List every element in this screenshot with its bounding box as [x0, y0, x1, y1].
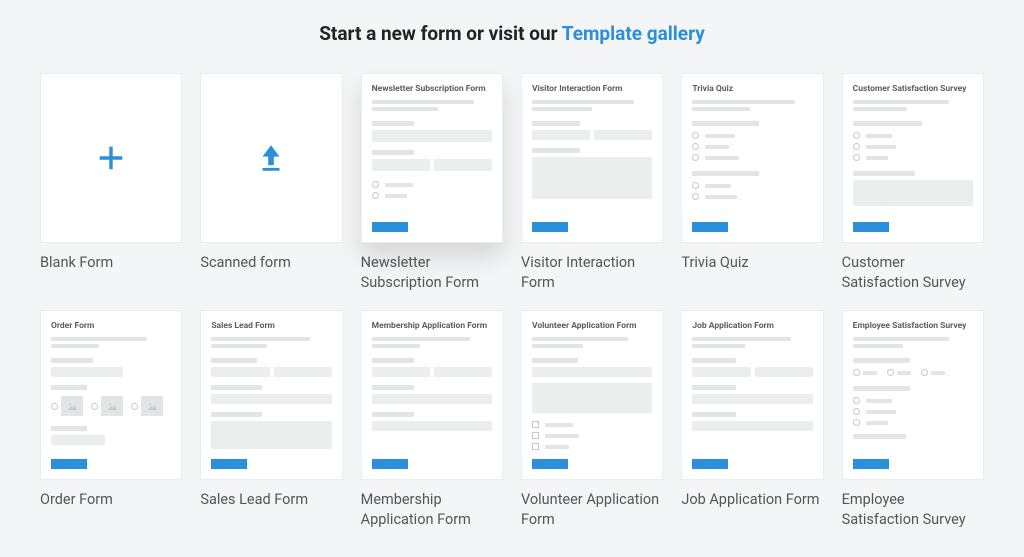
template-card-scanned[interactable]: [200, 73, 342, 243]
header-prefix: Start a new form or visit our: [319, 22, 562, 45]
template-caption: Scanned form: [200, 253, 342, 273]
template-card-esat[interactable]: Employee Satisfaction Survey: [842, 310, 984, 480]
preview-submit: [51, 459, 87, 469]
template-card-jobapp[interactable]: Job Application Form: [681, 310, 823, 480]
upload-icon: [254, 141, 288, 175]
preview-submit: [372, 459, 408, 469]
template-card-membership[interactable]: Membership Application Form: [361, 310, 503, 480]
preview-submit: [692, 222, 728, 232]
preview-title: Job Application Form: [692, 321, 812, 331]
template-caption: Employee Satisfaction Survey: [842, 490, 984, 529]
plus-icon: [94, 141, 128, 175]
page-title: Start a new form or visit our Template g…: [40, 22, 984, 45]
template-grid: Blank Form Scanned form Newsletter Subsc…: [40, 73, 984, 529]
preview-title: Newsletter Subscription Form: [372, 84, 492, 94]
preview-title: Sales Lead Form: [211, 321, 331, 331]
preview-submit: [853, 222, 889, 232]
preview-title: Membership Application Form: [372, 321, 492, 331]
template-caption: Newsletter Subscription Form: [361, 253, 503, 292]
preview-submit: [853, 459, 889, 469]
preview-submit: [532, 459, 568, 469]
preview-submit: [532, 222, 568, 232]
template-card-blank[interactable]: [40, 73, 182, 243]
preview-submit: [372, 222, 408, 232]
preview-submit: [211, 459, 247, 469]
template-caption: Order Form: [40, 490, 182, 510]
preview-title: Trivia Quiz: [692, 84, 812, 94]
template-caption: Blank Form: [40, 253, 182, 273]
template-caption: Membership Application Form: [361, 490, 503, 529]
preview-title: Visitor Interaction Form: [532, 84, 652, 94]
template-gallery-link[interactable]: Template gallery: [562, 22, 705, 45]
template-caption: Sales Lead Form: [200, 490, 342, 510]
template-card-saleslead[interactable]: Sales Lead Form: [200, 310, 342, 480]
template-caption: Visitor Interaction Form: [521, 253, 663, 292]
template-caption: Trivia Quiz: [681, 253, 823, 273]
template-card-volunteer[interactable]: Volunteer Application Form: [521, 310, 663, 480]
template-card-csat[interactable]: Customer Satisfaction Survey: [842, 73, 984, 243]
template-card-order[interactable]: Order Form: [40, 310, 182, 480]
template-caption: Job Application Form: [681, 490, 823, 510]
template-card-visitor[interactable]: Visitor Interaction Form: [521, 73, 663, 243]
preview-title: Employee Satisfaction Survey: [853, 321, 973, 331]
template-caption: Customer Satisfaction Survey: [842, 253, 984, 292]
template-card-trivia[interactable]: Trivia Quiz: [681, 73, 823, 243]
preview-title: Order Form: [51, 321, 171, 331]
preview-submit: [692, 459, 728, 469]
template-caption: Volunteer Application Form: [521, 490, 663, 529]
template-card-newsletter[interactable]: Newsletter Subscription Form: [361, 73, 503, 243]
preview-title: Customer Satisfaction Survey: [853, 84, 973, 94]
preview-title: Volunteer Application Form: [532, 321, 652, 331]
